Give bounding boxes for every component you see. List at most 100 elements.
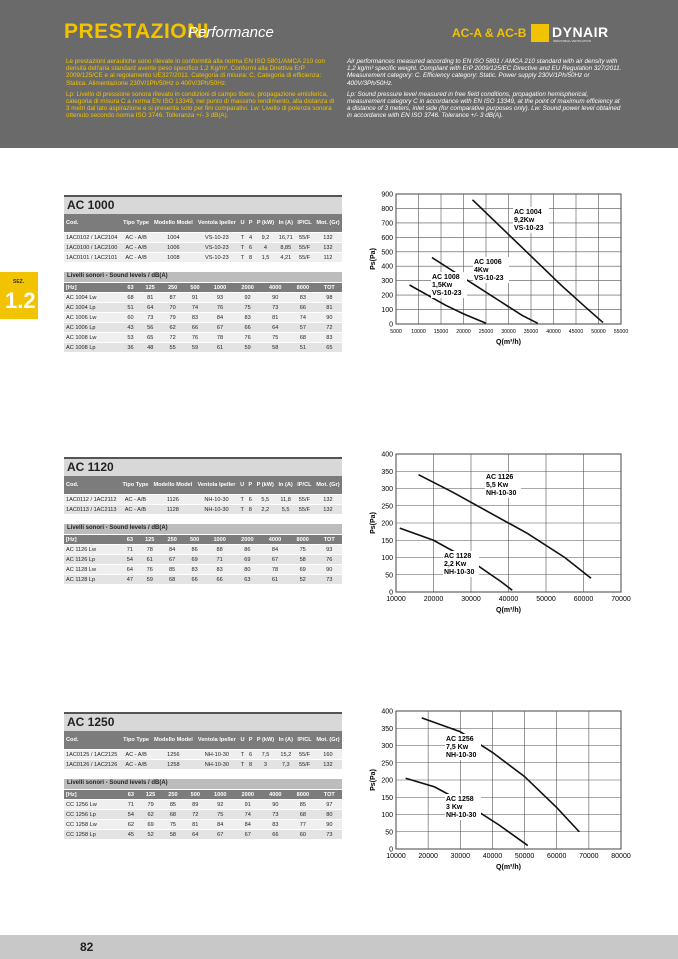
spec-cell: 1128 <box>150 504 195 515</box>
curve-label-bg <box>443 551 479 577</box>
sound-header-cell: 8000 <box>289 790 317 800</box>
curve-label: VS-10-23 <box>432 290 462 297</box>
x-tick-label: 30000 <box>501 329 516 335</box>
sound-cell: 97 <box>316 799 342 810</box>
sound-cell: 90 <box>261 292 290 303</box>
sound-header-row: [Hz] 63 125 250 500 1000 2000 4000 8000 TOT <box>64 535 342 545</box>
sound-cell: 74 <box>234 809 262 820</box>
sound-cell: 61 <box>206 342 234 353</box>
series-line <box>418 473 592 579</box>
curve-label: 4Kw <box>474 267 489 274</box>
spec-cell: 5,5 <box>276 504 295 515</box>
sound-header-cell: 63 <box>122 790 140 800</box>
sound-row: AC 1008 Lw 53 65 72 76 78 76 75 68 83 <box>64 332 342 343</box>
intro-en-paragraph: Air performances measured according to E… <box>347 58 622 87</box>
x-tick-label: 35000 <box>524 329 539 335</box>
sound-cell: AC 1006 Lp <box>64 322 122 333</box>
spec-header-cell: P (kW) <box>254 214 277 233</box>
spec-cell: AC - A/B <box>120 504 151 515</box>
sound-cell: 84 <box>160 544 184 555</box>
sound-cell: 64 <box>139 302 162 313</box>
curve-label: 7,5 Kw <box>446 744 469 751</box>
spec-header-row: Cod. Tipo Type Modello Model Ventola Ipelle… <box>64 214 342 233</box>
spec-cell: 160 <box>313 749 342 760</box>
sound-cell: 52 <box>288 574 317 585</box>
sound-cell: 69 <box>233 554 262 565</box>
y-tick-label: 200 <box>381 778 393 785</box>
curve-label: 2,2 Kw <box>444 561 467 568</box>
spec-header-cell: Ventola Ipeller <box>195 214 239 233</box>
spec-cell: 7,3 <box>276 759 296 770</box>
sound-cell: 91 <box>183 292 207 303</box>
spec-cell: 132 <box>313 494 342 505</box>
sound-cell: 73 <box>261 302 290 313</box>
y-tick-label: 250 <box>381 503 393 510</box>
sound-header-cell: 250 <box>161 790 185 800</box>
sound-table: [Hz] 63 125 250 500 1000 2000 4000 8000 TOT CC 125… <box>64 790 342 840</box>
spec-cell: 1258 <box>151 759 196 770</box>
x-tick-label: 40000 <box>499 596 519 603</box>
spec-cell: 112 <box>313 252 342 263</box>
sound-row: AC 1004 Lp 51 64 70 74 76 75 73 66 81 <box>64 302 342 313</box>
sound-cell: 59 <box>138 574 161 585</box>
sound-header-cell: 1000 <box>206 283 234 293</box>
spec-cell: AC - A/B <box>120 494 151 505</box>
section-title: AC 1000 <box>64 195 342 214</box>
sound-table: [Hz] 63 125 250 500 1000 2000 4000 8000 TOT AC 112… <box>64 535 342 585</box>
sound-cell: 66 <box>233 322 262 333</box>
sound-cell: 83 <box>316 332 342 343</box>
sound-cell: 86 <box>233 544 262 555</box>
sound-cell: 91 <box>234 799 262 810</box>
spec-cell: 1126 <box>150 494 195 505</box>
sound-cell: 71 <box>122 799 140 810</box>
x-tick-label: 60000 <box>574 596 594 603</box>
series-line <box>421 717 580 833</box>
x-tick-label: 55000 <box>614 329 629 335</box>
curve-label: 5,5 Kw <box>486 482 509 489</box>
spec-header-cell: Mot. (Gr) <box>313 476 342 495</box>
x-tick-label: 30000 <box>451 853 471 860</box>
top-banner <box>0 0 678 148</box>
sound-cell: 64 <box>121 564 139 575</box>
sound-cell: 69 <box>183 554 206 565</box>
spec-cell: VS-10-23 <box>195 252 239 263</box>
spec-header-cell: P <box>246 731 255 750</box>
sound-cell: 83 <box>183 312 207 323</box>
sound-cell: 62 <box>122 819 140 830</box>
section-title-text: AC 1120 <box>67 460 114 474</box>
spec-cell: 11,8 <box>276 494 295 505</box>
sound-cell: 76 <box>206 302 234 313</box>
y-tick-label: 700 <box>381 220 393 227</box>
section-title: AC 1250 <box>64 712 342 731</box>
spec-row: 1AC0112 / 1AC2112 AC - A/B 1126 NH-10-30 T 6 5… <box>64 494 342 505</box>
sound-cell: 74 <box>289 312 317 323</box>
x-tick-label: 10000 <box>386 596 406 603</box>
x-tick-label: 15000 <box>434 329 449 335</box>
y-tick-label: 300 <box>381 743 393 750</box>
sound-cell: 69 <box>139 819 162 830</box>
spec-header-cell: Modello Model <box>151 731 196 750</box>
sound-cell: 80 <box>316 809 342 820</box>
spec-cell: 4 <box>254 242 277 253</box>
sound-row: AC 1126 Lp 54 61 67 69 71 69 67 58 76 <box>64 554 342 565</box>
spec-header-cell: Tipo Type <box>120 214 152 233</box>
spec-header-cell: In (A) <box>276 731 296 750</box>
sound-cell: 75 <box>261 332 290 343</box>
sound-cell: 83 <box>261 819 290 830</box>
sound-levels-title: Livelli sonori - Sound levels / dB(A) <box>64 779 342 789</box>
curve-label: 3 Kw <box>446 804 463 811</box>
y-tick-label: 0 <box>389 847 393 854</box>
sound-cell: 54 <box>122 809 140 820</box>
sound-cell: 60 <box>121 312 140 323</box>
spec-cell: 1AC0113 / 1AC2113 <box>64 504 121 515</box>
sound-cell: 72 <box>316 322 342 333</box>
spec-header-cell: IP/CL <box>295 731 314 750</box>
sound-header-cell: 8000 <box>289 283 317 293</box>
sound-cell: 90 <box>316 819 342 830</box>
spec-table: Cod. Tipo Type Modello Model Ventola Ipelle… <box>64 731 342 770</box>
sound-header-cell: 4000 <box>261 790 290 800</box>
section-title-text: AC 1250 <box>67 715 115 729</box>
spec-cell: VS-10-23 <box>195 242 239 253</box>
sound-table: [Hz] 63 125 250 500 1000 2000 4000 8000 TOT AC 100… <box>64 283 342 353</box>
sound-cell: 68 <box>289 332 317 343</box>
